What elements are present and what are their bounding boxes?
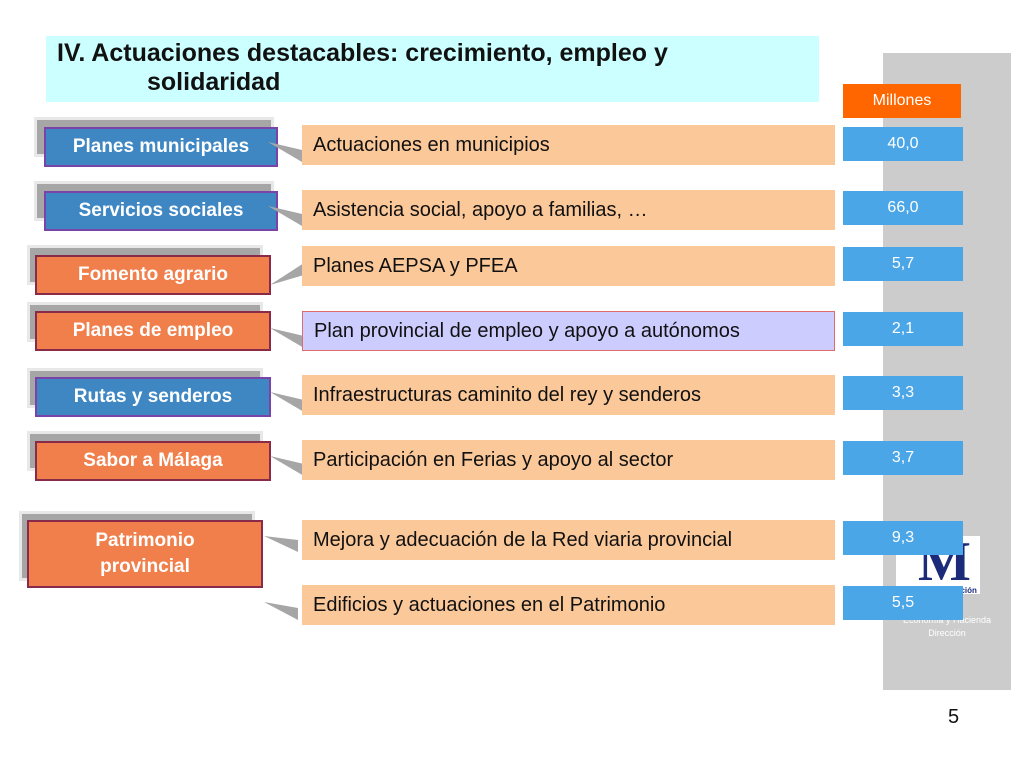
value-box: 66,0 [843,191,963,225]
value-box: 5,5 [843,586,963,620]
value-box: 3,7 [843,441,963,475]
connector-arrow [264,536,298,552]
value-box: 3,3 [843,376,963,410]
description-bar: Mejora y adecuación de la Red viaria pro… [302,520,835,560]
description-bar: Asistencia social, apoyo a familias, … [302,190,835,230]
connector-arrow [264,602,298,620]
connector-arrow [270,328,304,348]
description-bar: Participación en Ferias y apoyo al secto… [302,440,835,480]
slide-title: IV. Actuaciones destacables: crecimiento… [46,36,819,102]
value-box: 2,1 [843,312,963,346]
value-box: 40,0 [843,127,963,161]
category-planes-municipales: Planes municipales [44,127,278,167]
department-label: Economía y Hacienda [902,615,992,625]
connector-arrow [270,456,304,476]
description-bar-highlighted: Plan provincial de empleo y apoyo a autó… [302,311,835,351]
category-fomento-agrario: Fomento agrario [35,255,271,295]
slide-title-line1: IV. Actuaciones destacables: crecimiento… [57,39,668,67]
connector-arrow [268,206,302,226]
category-servicios-sociales: Servicios sociales [44,191,278,231]
connector-arrow [268,142,302,162]
page-number: 5 [948,706,960,728]
description-bar: Edificios y actuaciones en el Patrimonio [302,585,835,625]
direction-label: Dirección [928,628,966,638]
slide-title-line2: solidaridad [147,68,281,96]
category-patrimonio-provincial: Patrimonio provincial [27,520,263,588]
category-planes-de-empleo: Planes de empleo [35,311,271,351]
unit-label: Millones [843,84,961,118]
value-box: 5,7 [843,247,963,281]
description-bar: Infraestructuras caminito del rey y send… [302,375,835,415]
description-bar: Planes AEPSA y PFEA [302,246,835,286]
connector-arrow [270,263,304,285]
category-sabor-a-malaga: Sabor a Málaga [35,441,271,481]
value-box: 9,3 [843,521,963,555]
connector-arrow [270,392,304,412]
description-bar: Actuaciones en municipios [302,125,835,165]
logo-text-fragment: ación [956,586,977,595]
category-rutas-y-senderos: Rutas y senderos [35,377,271,417]
